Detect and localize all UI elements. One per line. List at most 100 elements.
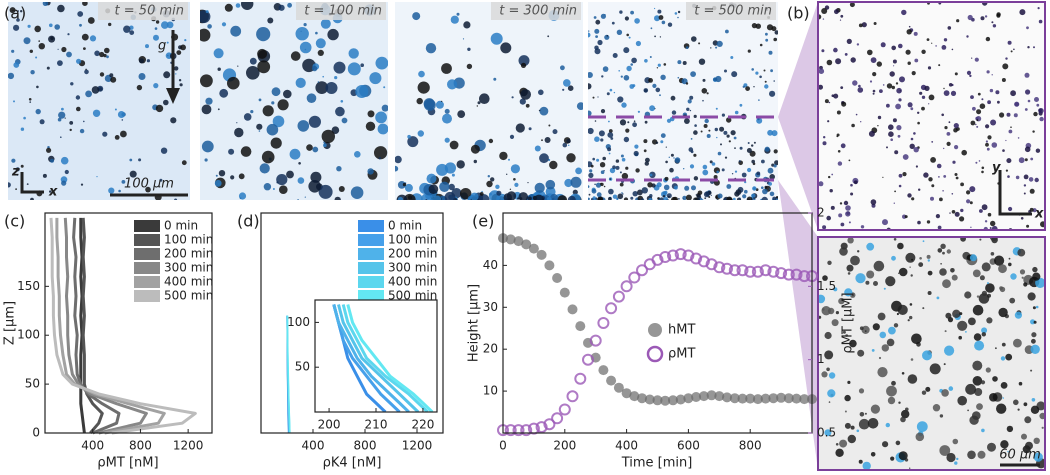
speckle	[549, 160, 558, 170]
speckle	[893, 65, 895, 67]
speckle	[886, 103, 890, 108]
speckle	[739, 146, 743, 150]
speckle	[99, 72, 105, 77]
speckle	[665, 160, 668, 164]
speckle	[937, 225, 942, 230]
speckle	[898, 401, 901, 404]
speckle	[865, 280, 870, 285]
speckle	[678, 198, 680, 200]
panel-label: (b)	[787, 4, 810, 23]
speckle	[1010, 50, 1013, 53]
speckle	[821, 306, 831, 316]
speckle	[179, 83, 183, 87]
speckle	[833, 47, 838, 53]
speckle	[1018, 381, 1023, 386]
speckle	[732, 197, 736, 200]
speckle	[657, 63, 661, 67]
y-tick-label: 50	[295, 360, 310, 374]
speckle	[375, 111, 387, 124]
speckle	[956, 457, 959, 461]
speckle	[600, 109, 606, 114]
speckle	[869, 80, 873, 83]
speckle	[879, 89, 883, 93]
speckle	[435, 100, 444, 109]
speckle	[824, 429, 832, 437]
speckle	[1031, 338, 1036, 344]
speckle	[614, 167, 616, 170]
speckle	[998, 307, 1008, 318]
speckle	[672, 196, 678, 200]
speckle	[13, 100, 15, 103]
speckle	[509, 134, 515, 139]
speckle	[690, 71, 696, 77]
speckle	[1030, 344, 1040, 354]
data-point	[620, 280, 633, 293]
speckle	[734, 147, 736, 150]
speckle	[338, 186, 345, 192]
speckle	[335, 106, 345, 117]
speckle	[831, 173, 834, 176]
profile-line	[341, 304, 429, 412]
speckle	[882, 441, 889, 448]
speckle	[163, 99, 169, 106]
speckle	[510, 164, 520, 174]
speckle	[204, 158, 208, 162]
speckle	[1033, 111, 1038, 117]
speckle	[567, 195, 576, 200]
speckle	[630, 63, 633, 66]
speckle	[936, 163, 942, 169]
speckle	[831, 94, 835, 97]
speckle	[57, 117, 62, 122]
data-point	[668, 395, 678, 406]
speckle	[599, 162, 606, 168]
speckle	[957, 395, 967, 406]
speckle	[974, 340, 985, 351]
speckle	[508, 158, 510, 161]
speckle	[990, 119, 997, 126]
speckle	[704, 197, 707, 200]
speckle	[979, 209, 983, 213]
speckle	[981, 170, 984, 174]
speckle	[986, 317, 993, 324]
speckle	[768, 182, 772, 186]
speckle	[486, 180, 493, 188]
speckle	[898, 451, 908, 461]
speckle	[943, 147, 945, 150]
speckle	[652, 83, 657, 88]
speckle	[931, 42, 933, 44]
speckle	[913, 132, 916, 135]
speckle	[728, 140, 731, 143]
data-point	[782, 268, 795, 281]
speckle	[980, 16, 985, 21]
speckle	[620, 75, 623, 78]
speckle	[769, 191, 775, 197]
speckle	[976, 125, 979, 128]
time-badge	[98, 2, 188, 20]
speckle	[688, 147, 694, 152]
speckle	[1005, 353, 1013, 361]
speckle	[323, 143, 327, 147]
speckle	[924, 85, 930, 91]
speckle	[753, 141, 756, 144]
speckle	[466, 63, 473, 70]
speckle	[591, 188, 597, 194]
speckle	[297, 120, 310, 132]
data-point	[637, 393, 647, 404]
speckle	[768, 188, 771, 190]
speckle	[857, 349, 865, 357]
speckle	[677, 10, 681, 14]
speckle	[957, 320, 968, 331]
speckle	[360, 63, 365, 67]
speckle	[1032, 272, 1041, 281]
speckle	[481, 190, 483, 193]
speckle	[845, 211, 851, 217]
speckle	[905, 252, 916, 263]
micrograph	[200, 2, 388, 200]
speckle	[890, 456, 895, 461]
profile-line	[332, 304, 410, 412]
speckle	[702, 169, 709, 176]
speckle	[181, 160, 187, 166]
speckle	[886, 338, 895, 347]
speckle	[868, 130, 875, 137]
speckle	[969, 186, 976, 193]
